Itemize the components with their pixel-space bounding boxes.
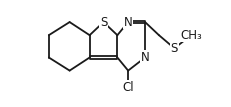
Text: S: S [99,16,107,29]
Text: N: N [123,16,132,29]
Text: N: N [140,51,149,64]
Text: S: S [170,42,177,55]
Text: Cl: Cl [122,81,133,94]
Text: CH₃: CH₃ [180,29,201,42]
